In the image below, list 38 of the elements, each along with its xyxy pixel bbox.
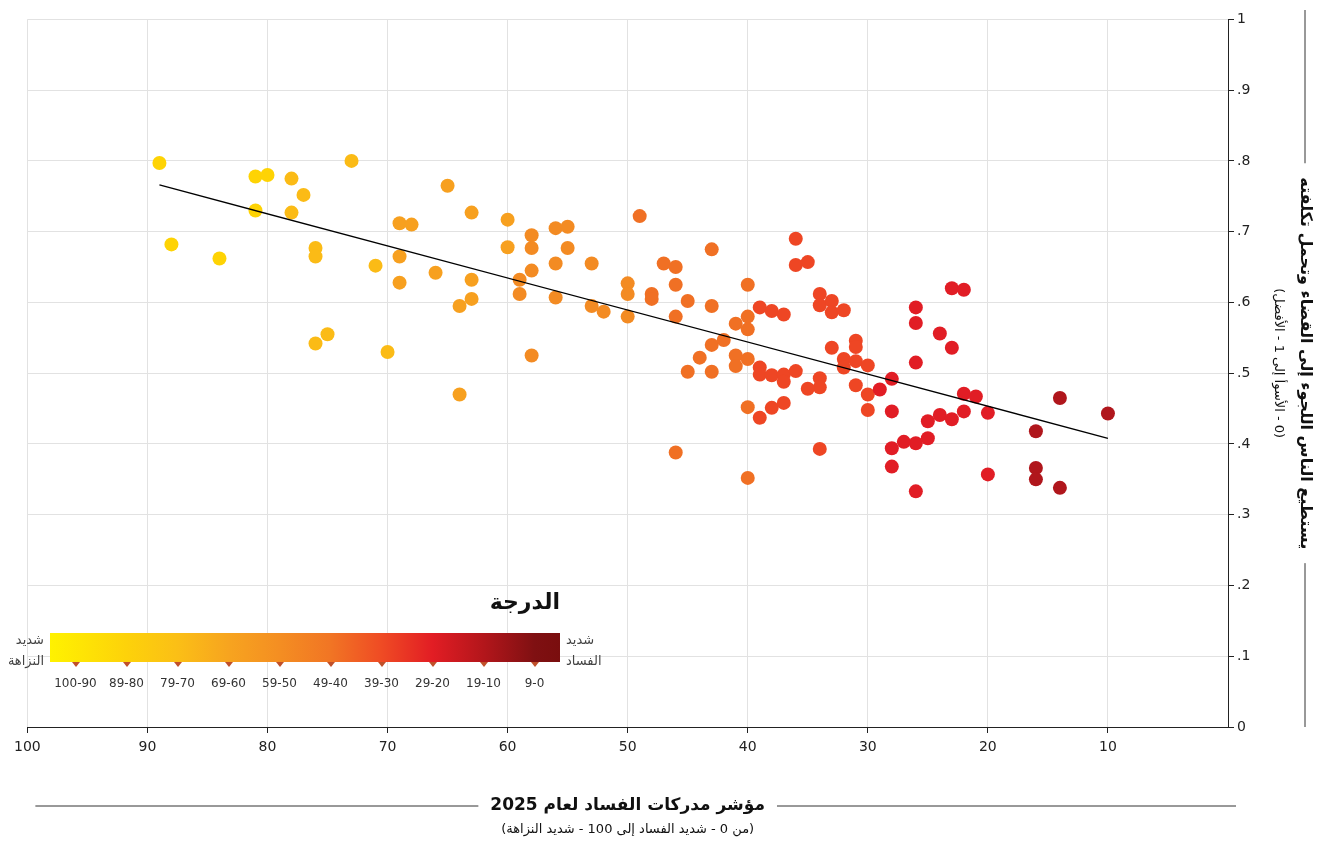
x-tick-label: 50 bbox=[618, 738, 637, 755]
annotation: 9-0 bbox=[523, 676, 546, 690]
annotation: 59-50 bbox=[261, 676, 298, 690]
annotation: 69-60 bbox=[210, 676, 247, 690]
x-axis-title: مؤشر مدركات الفساد لعام 2025 bbox=[490, 794, 765, 816]
y-tick-label: .7 bbox=[1237, 222, 1251, 239]
y-tick-label: .3 bbox=[1237, 505, 1251, 522]
y-tick-label: .4 bbox=[1237, 434, 1251, 451]
x-tick-label: 40 bbox=[738, 738, 757, 755]
x-tick-label: 10 bbox=[1099, 738, 1117, 755]
x-tick-label: 90 bbox=[138, 738, 157, 755]
annotation: شديد الفساد bbox=[566, 631, 602, 670]
y-tick-label: 1 bbox=[1237, 10, 1246, 27]
annotation: 39-30 bbox=[363, 676, 400, 690]
y-tick-label: .1 bbox=[1237, 646, 1251, 663]
x-tick-label: 70 bbox=[378, 738, 397, 755]
x-tick-label: 100 bbox=[13, 738, 41, 755]
y-axis-title: يستطيع الناس اللجوء إلى القضاء وتحمل تكلفته bbox=[1296, 177, 1316, 550]
annotation: 49-40 bbox=[312, 676, 349, 690]
annotation: الدرجة bbox=[489, 589, 560, 614]
y-tick-label: .5 bbox=[1237, 363, 1251, 380]
x-tick-label: 60 bbox=[498, 738, 517, 755]
text: (من 0 - شديد الفساد إلى 100 - شديد النزاهة) bbox=[501, 821, 755, 838]
annotation: 89-80 bbox=[108, 676, 145, 690]
annotation: شديد النزاهة bbox=[7, 631, 44, 670]
x-tick-label: 20 bbox=[978, 738, 997, 755]
annotation: 29-20 bbox=[414, 676, 451, 690]
text: (0 - الأسوأ إلى 1 - الأفضل) bbox=[1270, 288, 1288, 439]
annotation: 19-10 bbox=[465, 676, 502, 690]
y-tick-label: 0 bbox=[1237, 717, 1246, 734]
annotation: 79-70 bbox=[159, 676, 196, 690]
annotation: 100-90 bbox=[53, 676, 98, 690]
y-tick-label: .9 bbox=[1237, 80, 1251, 97]
y-tick-label: .2 bbox=[1237, 576, 1251, 593]
x-tick-label: 80 bbox=[258, 738, 277, 755]
x-tick-label: 30 bbox=[858, 738, 877, 755]
y-tick-label: .6 bbox=[1237, 293, 1251, 310]
y-tick-label: .8 bbox=[1237, 151, 1251, 168]
